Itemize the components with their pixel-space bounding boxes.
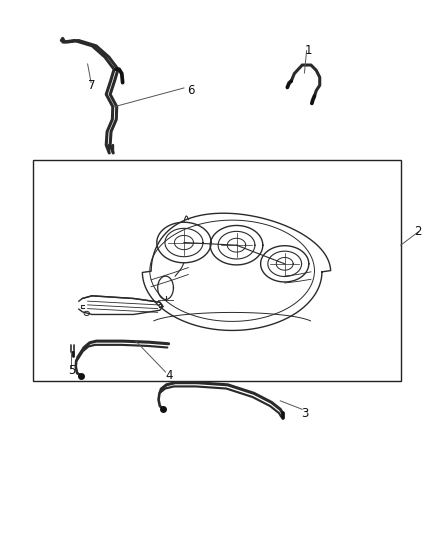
Text: 5: 5: [69, 364, 76, 377]
Text: 3: 3: [301, 407, 308, 419]
Text: 4: 4: [165, 369, 173, 382]
Text: 2: 2: [414, 225, 422, 238]
Text: 7: 7: [88, 79, 96, 92]
Text: 1: 1: [305, 44, 313, 57]
Text: 6: 6: [187, 84, 194, 97]
Bar: [33, 160, 401, 381]
